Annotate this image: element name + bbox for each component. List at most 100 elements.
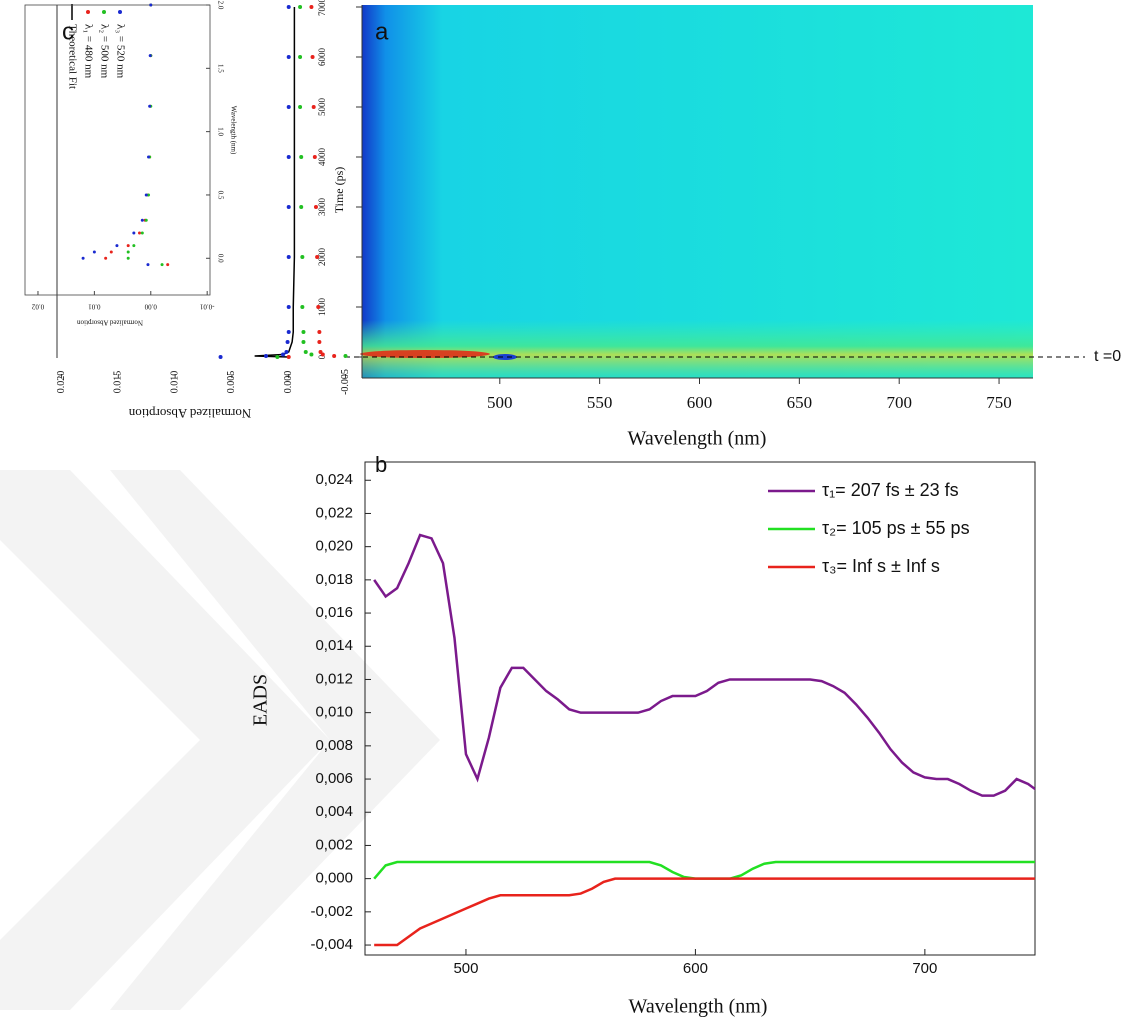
data-point — [286, 155, 291, 159]
data-point — [317, 340, 322, 344]
x-tick-label: 650 — [787, 393, 813, 412]
data-point — [92, 250, 96, 254]
data-point — [303, 350, 308, 354]
y-tick-label: 4000 — [317, 148, 327, 167]
data-point — [147, 155, 151, 159]
x-tick-label: 700 — [886, 393, 912, 412]
x-tick-label: 2.0 — [216, 1, 224, 10]
series-line — [373, 533, 1035, 797]
y-tick-label: 1000 — [317, 298, 327, 317]
y-axis-label: Normalized Absorption — [77, 318, 143, 326]
series-line — [373, 860, 1035, 880]
y-tick-label: 0,006 — [315, 770, 353, 787]
data-point — [275, 355, 280, 359]
data-point — [115, 244, 119, 248]
x-tick-label: 750 — [986, 393, 1012, 412]
data-point — [300, 255, 305, 259]
data-point — [299, 155, 304, 159]
data-point — [286, 355, 291, 359]
series-line — [374, 877, 1035, 947]
x-tick-label: 600 — [687, 393, 713, 412]
data-point — [298, 105, 303, 109]
data-point — [132, 244, 136, 248]
data-point — [218, 355, 223, 359]
x-axis-label: Wavelength (nm) — [628, 428, 767, 450]
y-tick-label: 0.010 — [169, 371, 180, 394]
x-tick-label: 550 — [587, 393, 613, 412]
x-tick-label: 700 — [912, 960, 937, 977]
y-tick-label: 0 — [317, 354, 327, 359]
y-tick-label: 0.005 — [226, 371, 237, 394]
y-tick-label: -0,002 — [310, 903, 353, 920]
legend-label: τ₁= 207 fs ± 23 fs — [822, 480, 959, 500]
y-tick-label: -0.005 — [340, 369, 351, 395]
data-point — [263, 354, 268, 358]
data-point — [298, 5, 303, 9]
legend-swatch — [118, 10, 122, 14]
data-point — [144, 193, 148, 197]
x-tick-label: 0.5 — [216, 191, 224, 200]
data-point — [285, 340, 290, 344]
data-point — [81, 256, 85, 260]
data-point — [311, 105, 316, 109]
y-tick-label: 6000 — [317, 48, 327, 67]
y-tick-label: 0,014 — [315, 637, 353, 654]
data-point — [126, 256, 130, 260]
y-tick-label: 0.00 — [144, 302, 157, 310]
annotation: t =0 — [1094, 348, 1121, 365]
data-point — [299, 205, 304, 209]
y-tick-label: 0,016 — [315, 604, 353, 621]
y-tick-label: 0,022 — [315, 504, 353, 521]
y-tick-label: 2000 — [317, 248, 327, 267]
data-point — [286, 55, 291, 59]
data-point — [298, 55, 303, 59]
data-point — [313, 205, 318, 209]
data-point — [137, 231, 141, 235]
y-tick-label: 0.020 — [56, 371, 67, 394]
y-axis-label: Time (ps) — [332, 167, 346, 214]
x-tick-label: 1.0 — [216, 127, 224, 136]
data-point — [140, 231, 144, 235]
data-point — [140, 218, 144, 222]
legend-label: λ₃ = 520 nm — [114, 24, 126, 79]
x-tick-label: 1.5 — [216, 64, 224, 73]
y-tick-label: 0.000 — [283, 371, 294, 394]
data-point — [148, 104, 152, 108]
data-point — [146, 263, 150, 267]
data-point — [126, 244, 130, 248]
legend-label: τ₃= Inf s ± Inf s — [822, 556, 940, 576]
x-tick-label: 600 — [683, 960, 708, 977]
data-point — [286, 205, 291, 209]
legend-label: λ₂ = 500 nm — [98, 24, 110, 79]
data-point — [318, 350, 323, 354]
fit-line — [254, 7, 296, 358]
data-point — [315, 255, 320, 259]
panel-label: c — [62, 18, 74, 45]
data-point — [286, 305, 291, 309]
data-point — [343, 354, 348, 358]
data-point — [132, 231, 136, 235]
y-tick-label: 0,000 — [315, 870, 353, 887]
data-point — [149, 3, 153, 7]
y-tick-label: 0,020 — [315, 538, 353, 555]
y-tick-label: 0,012 — [315, 670, 353, 687]
y-tick-label: 0,002 — [315, 836, 353, 853]
x-axis-label: Wavelength (nm) — [629, 996, 768, 1018]
data-point — [286, 255, 291, 259]
data-point — [301, 330, 306, 334]
data-point — [281, 352, 286, 357]
data-point — [109, 250, 113, 254]
x-tick-label: 0.0 — [216, 254, 224, 263]
data-point — [147, 193, 151, 197]
y-tick-label: -0.01 — [199, 302, 214, 310]
y-axis-label: EADS — [250, 674, 272, 726]
y-tick-label: 0,018 — [315, 571, 353, 588]
data-point — [309, 5, 314, 9]
legend-label: Theoretical Fit — [66, 24, 78, 89]
legend-label: τ₂= 105 ps ± 55 ps — [822, 518, 970, 538]
watermark — [0, 470, 440, 1010]
data-point — [301, 340, 306, 344]
y-tick-label: 0,004 — [315, 803, 353, 820]
y-tick-label: 0.01 — [88, 302, 101, 310]
